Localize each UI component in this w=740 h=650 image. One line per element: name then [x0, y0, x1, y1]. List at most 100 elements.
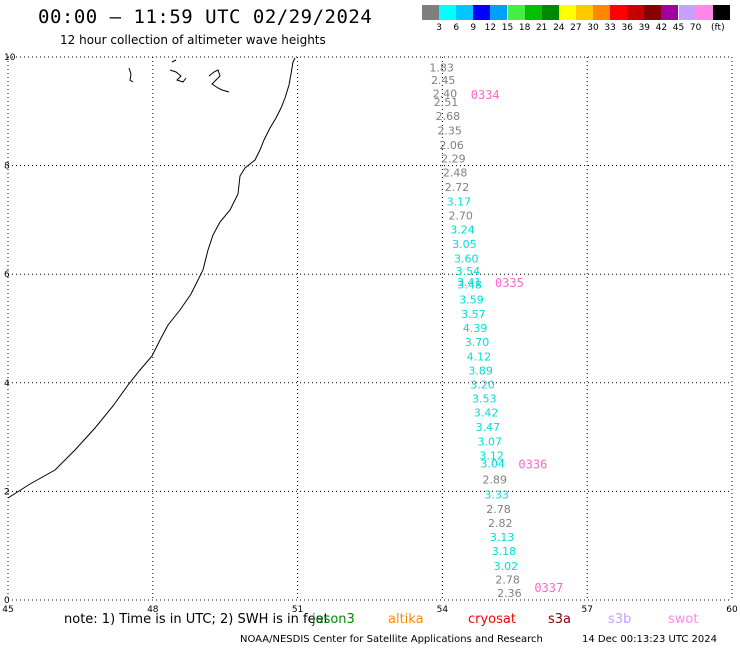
island-1 [128, 67, 134, 83]
satellite-s3b: s3b [608, 612, 632, 627]
wave-height-value: 2.48 [443, 167, 468, 180]
wave-height-value: 2.51 [434, 96, 459, 109]
legend-swatch [456, 5, 474, 20]
legend-label: 70 [689, 23, 702, 33]
wave-height-value: 3.17 [447, 195, 472, 208]
lon-tick-label: 48 [147, 605, 159, 615]
wave-height-value: 2.70 [448, 210, 473, 223]
lon-tick-label: 54 [437, 605, 449, 615]
lon-tick-label: 51 [292, 605, 303, 615]
wave-height-value: 3.53 [472, 393, 497, 406]
legend-swatch [712, 5, 730, 20]
wave-height-value: 2.45 [431, 74, 456, 87]
legend-swatch [524, 5, 542, 20]
legend-swatch [575, 5, 593, 20]
wave-height-value: 2.36 [497, 587, 521, 600]
legend-swatch [678, 5, 696, 20]
wave-height-value: 3.05 [452, 238, 477, 251]
legend-swatch [490, 5, 508, 20]
wave-height-value: 3.60 [454, 252, 479, 265]
legend-label: 42 [655, 23, 668, 33]
legend-label: 12 [484, 23, 497, 33]
legend-label: 36 [621, 23, 633, 33]
wave-height-value: 3.57 [461, 308, 486, 321]
legend-label: 9 [470, 23, 477, 33]
lon-tick-label: 60 [726, 605, 738, 615]
legend-label: 30 [587, 23, 599, 33]
legend-unit: (ft) [711, 23, 725, 33]
lat-tick-label: 6 [4, 270, 10, 280]
wave-height-value: 3.42 [474, 407, 499, 420]
wave-height-value: 3.04 [480, 458, 505, 471]
legend-label: 21 [535, 23, 548, 33]
legend-label: 6 [453, 23, 460, 33]
wave-height-value: 3.89 [468, 364, 493, 377]
wave-height-value: 2.35 [437, 124, 462, 137]
wave-height-value: 3.02 [494, 560, 518, 573]
lat-lon-grid [7, 56, 733, 601]
pass-labels: 0334 0335 0336 0337 [471, 88, 563, 595]
legend-label: 39 [638, 23, 651, 33]
wave-height-value: 3.48 [457, 279, 482, 292]
legend-swatch [439, 5, 457, 20]
wave-height-value: 4.39 [463, 322, 488, 335]
note-text: note: 1) Time is in UTC; 2) SWH is in fe… [64, 612, 329, 627]
legend-label: 33 [604, 23, 616, 33]
lon-tick-label: 57 [581, 605, 592, 615]
wave-height-value: 2.78 [486, 503, 511, 516]
lat-tick-label: 4 [4, 379, 10, 389]
legend-swatch [593, 5, 610, 20]
wave-height-value: 2.06 [439, 139, 464, 152]
legend-swatch [541, 5, 559, 20]
legend-swatch [661, 5, 679, 20]
wave-height-value: 2.72 [445, 181, 470, 194]
legend-label: 18 [518, 23, 531, 33]
lon-tick-label: 45 [2, 605, 13, 615]
pass-id-label: 0335 [495, 276, 524, 290]
map-subtitle: 12 hour collection of altimeter wave hei… [60, 33, 326, 47]
legend-swatch [507, 5, 525, 20]
wave-height-value: 3.13 [490, 531, 515, 544]
legend-swatch [558, 5, 576, 20]
legend-swatch [627, 5, 645, 20]
wave-height-value: 3.20 [470, 378, 495, 391]
wave-height-value: 2.78 [495, 573, 519, 586]
wave-height-value: 2.89 [482, 473, 507, 486]
credit-text: NOAA/NESDIS Center for Satellite Applica… [240, 634, 543, 645]
wave-height-value: 1.83 [429, 61, 454, 74]
axis-tick-labels: 45 48 51 54 57 60 0 2 4 6 8 10 [2, 53, 738, 615]
wave-height-value: 3.33 [484, 489, 509, 502]
legend-swatch [473, 5, 491, 20]
wave-height-value: 3.07 [478, 435, 503, 448]
wave-height-value: 3.59 [459, 294, 484, 307]
legend-label: 27 [570, 23, 582, 33]
coastline [7, 57, 296, 499]
wave-height-value: 3.12 [479, 450, 504, 463]
lat-tick-label: 0 [4, 596, 10, 606]
wave-height-value: 3.47 [476, 421, 501, 434]
lat-tick-label: 10 [4, 53, 16, 63]
pass-id-label: 0337 [534, 581, 563, 595]
lat-tick-label: 8 [4, 162, 10, 172]
wave-height-value: 3.54 [456, 265, 481, 278]
legend-swatch [422, 5, 439, 20]
legend-swatch [610, 5, 628, 20]
wave-height-value: 4.12 [467, 351, 492, 364]
island-3 [208, 69, 230, 93]
wave-height-value: 3.70 [465, 336, 490, 349]
satellite-swot: swot [668, 612, 699, 627]
legend-label: 45 [672, 23, 685, 33]
wave-height-value: 3.41 [457, 276, 482, 289]
satellite-cryosat: cryosat [468, 612, 516, 627]
timestamp: 14 Dec 00:13:23 UTC 2024 [582, 634, 717, 645]
wave-height-value: 2.40 [433, 87, 458, 100]
wave-height-value: 2.68 [436, 110, 461, 123]
wave-height-value: 3.18 [492, 545, 517, 558]
pass-id-label: 0336 [518, 458, 547, 472]
map-title: 00:00 – 11:59 UTC 02/29/2024 [38, 6, 373, 28]
wave-height-value: 2.82 [488, 517, 513, 530]
wave-height-value: 2.29 [441, 153, 466, 166]
island-2 [169, 59, 187, 83]
legend-label: 15 [501, 23, 514, 33]
